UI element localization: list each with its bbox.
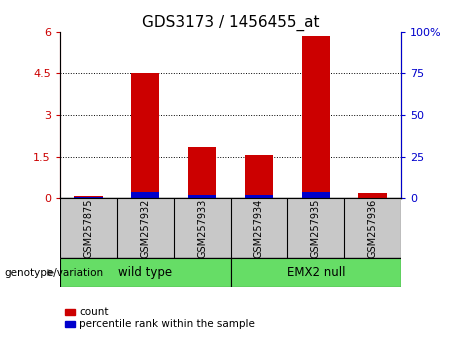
Text: GSM257934: GSM257934 — [254, 199, 264, 258]
Bar — [74, 196, 102, 198]
Bar — [230, 258, 401, 287]
Bar — [301, 192, 330, 198]
Bar — [301, 36, 330, 198]
Text: GSM257932: GSM257932 — [140, 199, 150, 258]
Text: count: count — [79, 307, 109, 317]
Text: EMX2 null: EMX2 null — [287, 266, 345, 279]
Bar — [188, 147, 216, 198]
Bar — [188, 195, 216, 198]
Text: GSM257935: GSM257935 — [311, 199, 321, 258]
Text: GSM257936: GSM257936 — [367, 199, 378, 258]
Text: wild type: wild type — [118, 266, 172, 279]
Text: GSM257933: GSM257933 — [197, 199, 207, 258]
Bar — [358, 193, 387, 198]
Title: GDS3173 / 1456455_at: GDS3173 / 1456455_at — [142, 14, 319, 30]
Bar — [245, 155, 273, 198]
Text: GSM257875: GSM257875 — [83, 199, 94, 258]
Text: percentile rank within the sample: percentile rank within the sample — [79, 319, 255, 329]
Bar — [131, 192, 160, 198]
Bar — [60, 258, 230, 287]
Bar — [245, 195, 273, 198]
Text: genotype/variation: genotype/variation — [5, 268, 104, 278]
Bar — [131, 74, 160, 198]
